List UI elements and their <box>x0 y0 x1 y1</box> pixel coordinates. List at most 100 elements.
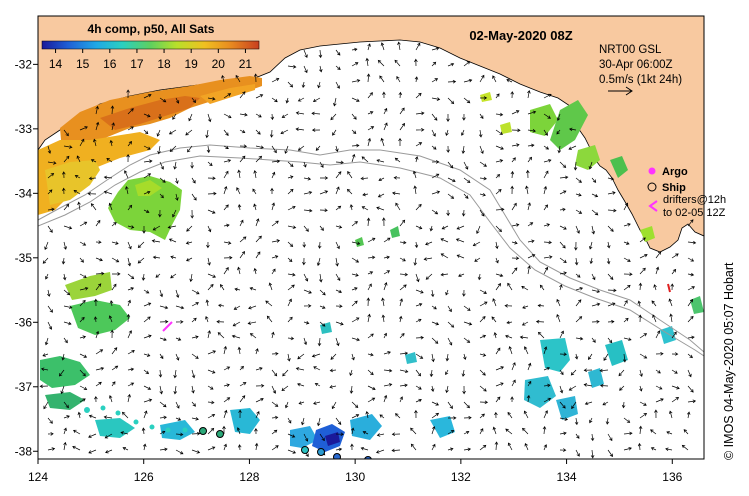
current-arrow <box>506 78 513 83</box>
current-arrow <box>335 289 343 294</box>
current-arrow <box>575 225 580 234</box>
current-arrow <box>413 185 417 195</box>
current-arrow <box>79 353 88 358</box>
current-arrow <box>543 129 548 136</box>
current-arrow <box>303 49 308 59</box>
current-arrow <box>429 369 434 378</box>
current-arrow <box>247 321 257 325</box>
current-arrow <box>143 289 150 294</box>
current-arrow <box>252 188 257 195</box>
current-arrow <box>223 170 229 179</box>
current-arrow <box>303 161 307 168</box>
current-arrow <box>393 175 401 180</box>
current-arrow <box>511 110 520 115</box>
current-arrow <box>287 175 294 179</box>
current-arrow <box>623 272 633 277</box>
current-arrow <box>447 79 457 84</box>
current-arrow <box>379 75 385 83</box>
current-arrow <box>559 271 567 275</box>
current-arrow <box>94 298 98 307</box>
current-arrow <box>271 255 279 259</box>
current-arrow <box>287 433 296 438</box>
current-arrow <box>463 61 471 67</box>
current-arrow <box>377 193 385 198</box>
current-arrow <box>169 145 177 152</box>
current-arrow <box>650 447 657 451</box>
current-arrow <box>158 209 162 218</box>
current-arrow <box>511 362 516 371</box>
current-arrow <box>399 396 403 403</box>
current-arrow <box>681 444 689 451</box>
current-arrow <box>185 129 193 136</box>
current-arrow <box>607 176 615 181</box>
current-arrow <box>556 129 561 135</box>
current-arrow <box>463 78 473 83</box>
current-arrow <box>223 383 230 387</box>
current-arrow <box>319 208 328 213</box>
current-arrow <box>445 129 449 137</box>
current-arrow <box>429 225 434 232</box>
current-arrow <box>223 267 229 275</box>
current-arrow <box>527 129 536 133</box>
current-arrow <box>591 273 596 281</box>
current-arrow <box>559 369 564 376</box>
current-arrow <box>47 207 55 212</box>
current-arrow <box>508 345 513 355</box>
current-arrow <box>394 157 401 163</box>
current-arrow <box>79 335 87 339</box>
current-arrow <box>284 145 289 154</box>
current-arrow <box>175 289 180 299</box>
current-arrow <box>125 186 129 195</box>
current-arrow <box>223 145 229 149</box>
current-arrow <box>589 417 593 424</box>
scale-arrow-icon <box>608 86 633 96</box>
current-arrow <box>383 282 388 291</box>
current-arrow <box>599 368 609 373</box>
current-arrow <box>571 401 577 410</box>
current-arrow <box>495 189 502 195</box>
current-arrow <box>559 257 567 264</box>
current-arrow <box>574 353 579 360</box>
current-arrow <box>671 268 677 275</box>
current-arrow <box>63 145 73 149</box>
current-arrow <box>319 289 326 296</box>
current-arrow <box>271 145 277 154</box>
current-arrow <box>319 433 325 442</box>
current-arrow <box>445 289 449 296</box>
current-arrow <box>175 353 180 361</box>
current-arrow <box>254 442 259 451</box>
drifter-arrow-icon <box>648 200 658 212</box>
current-arrow <box>463 415 472 420</box>
current-arrow <box>280 129 289 135</box>
current-arrow <box>319 225 324 231</box>
current-arrow <box>575 209 583 214</box>
current-arrow <box>207 330 211 339</box>
current-arrow <box>376 206 385 211</box>
current-arrow <box>447 177 456 183</box>
current-arrow <box>159 401 167 408</box>
current-arrow <box>73 189 81 195</box>
current-arrow <box>223 113 232 119</box>
current-arrow <box>335 225 343 229</box>
current-arrow <box>237 444 242 451</box>
current-arrow <box>255 218 260 227</box>
current-arrow <box>431 113 438 121</box>
current-arrow <box>206 145 211 154</box>
current-arrow <box>492 426 497 435</box>
current-arrow <box>495 382 504 387</box>
current-arrow <box>569 127 577 132</box>
current-arrow <box>399 369 409 374</box>
current-arrow <box>271 268 276 275</box>
current-arrow <box>360 446 369 451</box>
current-arrow <box>281 113 289 118</box>
current-arrow <box>63 441 67 451</box>
current-arrow <box>44 241 49 251</box>
current-arrow <box>556 313 561 323</box>
current-arrow <box>494 441 499 451</box>
current-arrow <box>462 113 466 121</box>
current-arrow <box>158 113 162 120</box>
current-arrow <box>319 305 326 309</box>
current-arrow <box>239 91 246 99</box>
current-arrow <box>287 65 297 69</box>
current-arrow <box>127 225 135 229</box>
